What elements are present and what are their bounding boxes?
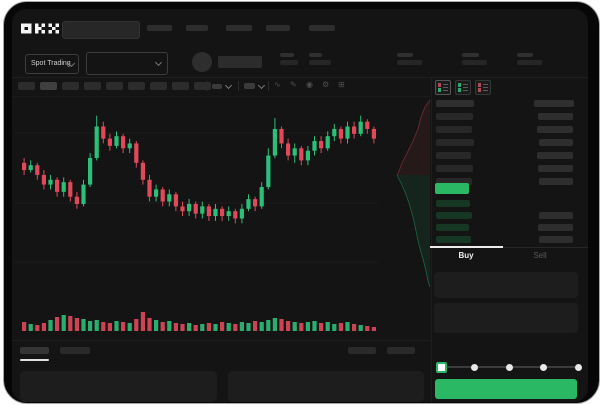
draw-icon[interactable]: ✎: [290, 80, 297, 89]
interval-button-9[interactable]: [194, 82, 211, 90]
slider-handle[interactable]: [435, 362, 447, 373]
indicators-dropdown[interactable]: [212, 84, 222, 89]
amount-input[interactable]: [434, 303, 578, 333]
bid-row-amount: [539, 212, 573, 219]
tabs-top-border: [430, 247, 588, 248]
bottom-action-1[interactable]: [348, 347, 376, 354]
nav-item-5[interactable]: [309, 25, 335, 31]
nav-item-4[interactable]: [266, 25, 290, 31]
ask-row-amount: [537, 152, 573, 159]
coin-avatar: [192, 52, 212, 72]
bottom-tab-1[interactable]: [20, 347, 49, 354]
slider-stop-4[interactable]: [574, 363, 582, 371]
stat-value-4: [462, 60, 487, 65]
ask-row-amount: [539, 178, 573, 185]
price-chart[interactable]: [14, 95, 378, 290]
interval-button-3[interactable]: [62, 82, 79, 90]
ask-row-price[interactable]: [436, 165, 473, 172]
toolbar-separator-3: [268, 81, 269, 91]
stat-label-5: [517, 53, 533, 57]
snapshot-icon[interactable]: ◉: [306, 80, 313, 89]
interval-button-8[interactable]: [172, 82, 189, 90]
nav-item-2[interactable]: [186, 25, 208, 31]
toolbar-separator-1: [207, 81, 208, 91]
ask-row-amount: [538, 165, 573, 172]
toolbar-divider: [12, 96, 430, 97]
depth-chart: [396, 99, 430, 288]
volume-chart: [22, 312, 376, 331]
toolbar-separator-2: [238, 81, 239, 91]
interval-button-6[interactable]: [128, 82, 145, 90]
tab-sell-label: Sell: [533, 251, 547, 260]
ask-row-price[interactable]: [436, 178, 472, 185]
orderbook-header-price: [436, 100, 474, 107]
slider-stop-1[interactable]: [471, 363, 478, 371]
book-combined-icon[interactable]: [435, 80, 451, 95]
interval-button-5[interactable]: [106, 82, 123, 90]
tab-buy[interactable]: Buy: [436, 251, 496, 260]
ask-row-price[interactable]: [436, 139, 474, 146]
orders-panel-left: [20, 371, 217, 402]
bottom-action-2[interactable]: [387, 347, 415, 354]
book-bids-icon[interactable]: [455, 80, 471, 95]
stat-value-3: [397, 60, 422, 65]
interval-button-4[interactable]: [84, 82, 101, 90]
bid-row-price[interactable]: [436, 212, 472, 219]
tab-sell[interactable]: Sell: [510, 251, 570, 260]
chevron-down-icon: [154, 58, 163, 67]
stat-label-3: [397, 53, 413, 57]
bottom-tab-active-indicator: [20, 359, 49, 361]
interval-button-2[interactable]: [40, 82, 57, 90]
bottom-tab-2[interactable]: [60, 347, 90, 354]
stat-value-1: [280, 60, 298, 65]
ask-row-price[interactable]: [436, 113, 473, 120]
stat-value-5: [517, 60, 542, 65]
pair-selector[interactable]: [86, 52, 168, 75]
ask-row-price[interactable]: [436, 126, 472, 133]
fullscreen-icon[interactable]: ⊞: [338, 80, 345, 89]
market-type-label: Spot Trading: [31, 60, 71, 67]
ask-row-amount: [537, 126, 573, 133]
last-price-badge[interactable]: [435, 183, 469, 194]
book-asks-icon[interactable]: [475, 80, 491, 95]
ask-row-price[interactable]: [436, 152, 471, 159]
chart-bottom-divider: [12, 340, 430, 341]
search-input[interactable]: [62, 21, 140, 39]
nav-item-1[interactable]: [147, 25, 172, 31]
chart-style-dropdown[interactable]: [244, 83, 255, 89]
stat-label-2: [309, 53, 322, 57]
candles-layer: [22, 115, 376, 224]
settings-icon[interactable]: ⚙: [322, 80, 330, 89]
orders-panel-right: [228, 371, 424, 402]
slider-stop-3[interactable]: [540, 363, 547, 371]
market-type-selector[interactable]: Spot Trading: [25, 54, 79, 74]
bid-row-amount: [539, 236, 573, 243]
ticker-divider: [12, 77, 588, 78]
interval-button-1[interactable]: [18, 82, 35, 90]
orderbook-header-amount: [534, 100, 574, 107]
stat-label-4: [462, 53, 479, 57]
bid-row-price[interactable]: [436, 236, 471, 243]
buy-submit-button[interactable]: [435, 379, 577, 399]
okx-logo[interactable]: [21, 23, 59, 34]
panel-divider-vertical: [431, 78, 432, 402]
buy-tab-indicator: [430, 246, 503, 248]
price-input[interactable]: [434, 272, 578, 298]
bid-row-amount: [538, 224, 573, 231]
stat-value-2: [309, 60, 331, 65]
nav-item-3[interactable]: [226, 25, 252, 31]
ask-row-amount: [538, 113, 573, 120]
chart-gridlines: [14, 132, 378, 263]
tab-buy-label: Buy: [458, 251, 474, 260]
slider-stop-2[interactable]: [505, 363, 513, 371]
bid-row-price[interactable]: [436, 200, 470, 207]
stat-label-1: [280, 53, 294, 57]
bid-row-price[interactable]: [436, 224, 469, 231]
pair-name-placeholder: [218, 56, 262, 68]
line-icon[interactable]: ∿: [274, 80, 281, 89]
interval-button-7[interactable]: [150, 82, 167, 90]
ask-row-amount: [539, 139, 573, 146]
